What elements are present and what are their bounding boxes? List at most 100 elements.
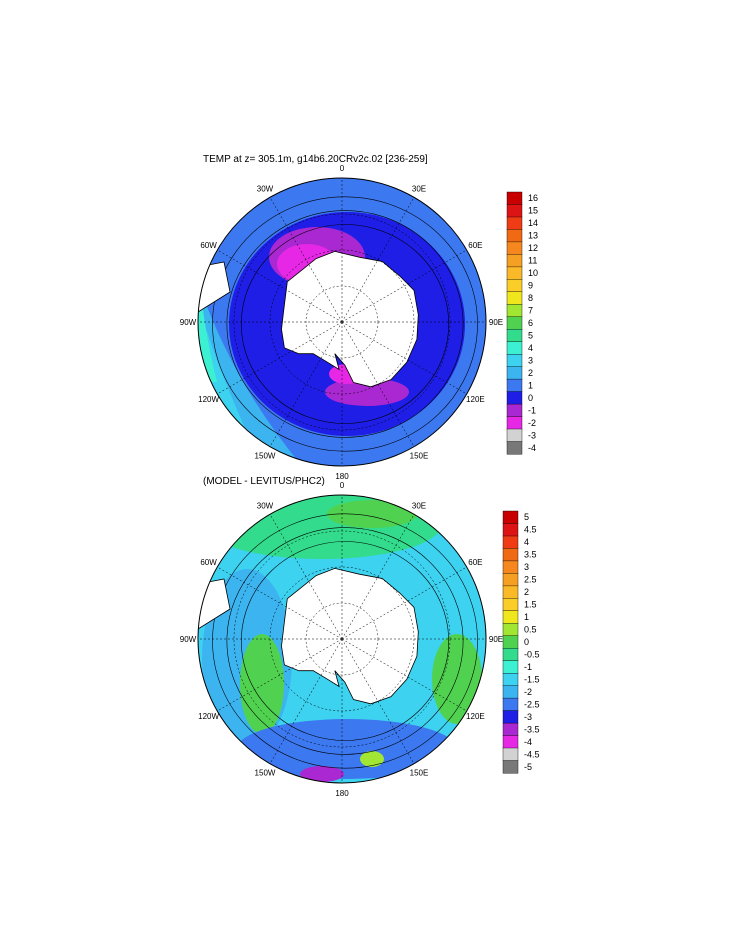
colorbar-label: 14 [528,218,538,228]
colorbar-label: 0.5 [524,625,537,635]
meridian-label: 0 [340,481,345,490]
colorbar-swatch [506,366,523,380]
anomaly-fill-pos-south [360,751,384,767]
meridian-label: 0 [340,164,345,173]
colorbar-label: -3 [524,712,532,722]
colorbar-label: -3 [528,430,536,440]
colorbar-label: -4 [528,443,536,453]
colorbar-label: -2 [528,418,536,428]
meridian-label: 90E [489,635,503,644]
meridian-label: 90E [489,318,503,327]
colorbar-swatch [502,647,519,662]
colorbar-swatch [502,660,519,674]
meridian-label: 90W [180,635,197,644]
colorbar-label: 12 [528,243,538,253]
colorbar-swatch [502,697,519,712]
temp-map-title: TEMP at z= 305.1m, g14b6.20CRv2c.02 [236… [203,154,428,165]
colorbar-swatch [502,610,519,624]
contour-line [212,196,478,452]
colorbar-swatch [506,353,523,368]
map-border [197,177,487,467]
colorbar-label: 6 [528,318,533,328]
colorbar-label: 0 [524,637,529,647]
colorbar-label: 1 [524,612,529,622]
colorbar-swatch [506,428,523,443]
colorbar-swatch [502,598,519,612]
colorbar-label: -2 [524,687,532,697]
anomaly-fill-pos-north [327,500,417,528]
contour-line [226,527,464,755]
meridian-label: 30E [412,185,426,194]
contour-line [241,541,449,741]
parallel-circle [233,213,451,431]
colorbar-swatch [506,204,523,218]
colorbar-label: -3.5 [524,724,540,734]
colorbar-label: 2 [528,368,533,378]
parallel-circle [269,249,415,395]
anomaly-fill-0 [202,495,442,559]
antarctica-landmass [281,250,419,388]
colorbar-label: -5 [524,762,532,772]
temp-map-svg: 030E60E90E120E150E180150W120W90W60W30W16… [180,164,538,481]
colorbar-label: 4.5 [524,525,537,535]
map-border [197,494,487,784]
meridian-label: 180 [335,472,349,481]
colorbar-swatch [502,672,519,687]
graticule [198,178,486,466]
field-fill-5c [198,262,217,382]
colorbar-label: 8 [528,293,533,303]
colorbar-swatch [502,760,519,774]
anomaly-map-svg: 0 30E 60E 90E 120E 150E 180 150W 120W 90W 60W 30W 5 4… [180,481,540,798]
colorbar-label: 11 [528,256,537,266]
meridian-label: 180 [335,789,349,798]
meridian-label: 30W [257,502,274,511]
colorbar-label: 15 [528,206,538,216]
colorbar-swatch [506,266,523,280]
colorbar-label: 1.5 [524,600,537,610]
colorbar-swatch [502,548,519,562]
antarctica-landmass [281,567,419,705]
colorbar-label: -1 [528,405,536,415]
parallel-circle [233,530,451,748]
meridian-label: 120E [466,395,485,404]
meridian-label: 30E [412,502,426,511]
colorbar-swatch [502,523,519,537]
colorbar-label: 3 [524,562,529,572]
meridian-label: 150E [410,451,429,460]
anomaly-fill-neg3-south [300,766,344,782]
colorbar-swatch [502,747,519,762]
anomaly-fill-neg2-south [237,719,457,779]
colorbar-swatch [502,722,519,737]
colorbar-label: -4.5 [524,749,540,759]
colorbar-swatch [506,254,523,268]
temp-map-panel: TEMP at z= 305.1m, g14b6.20CRv2c.02 [236… [0,150,733,481]
colorbar-label: 9 [528,281,533,291]
colorbar-label: -1.5 [524,674,540,684]
meridian-label: 30W [257,185,274,194]
contour-line [226,210,464,438]
colorbar-label: 1 [528,380,533,390]
meridian-label: 60W [200,558,217,567]
parallel-circle [269,566,415,712]
colorbar-label: 2.5 [524,575,537,585]
field-fill-0c-ross [325,378,409,406]
contour-line [212,513,478,769]
colorbar-swatch [506,341,523,355]
colorbar-label: 0 [528,393,533,403]
colorbar-label: 2 [524,587,529,597]
colorbar-swatch [502,510,519,525]
colorbar-swatch [502,573,519,587]
colorbar-swatch [506,316,523,330]
colorbar-label: -4 [524,737,532,747]
meridian-label: 150E [410,768,429,777]
meridian-label: 120W [198,395,219,404]
meridian-label: 150W [255,768,276,777]
meridian-label: 60W [200,241,217,250]
colorbar-swatch [502,635,519,649]
colorbar-swatch [506,279,523,293]
colorbar-label: -1 [524,662,532,672]
colorbar-swatch [506,241,523,255]
colorbar-label: 3.5 [524,550,537,560]
colorbar-swatch [506,403,523,418]
colorbar-swatch [502,560,519,574]
